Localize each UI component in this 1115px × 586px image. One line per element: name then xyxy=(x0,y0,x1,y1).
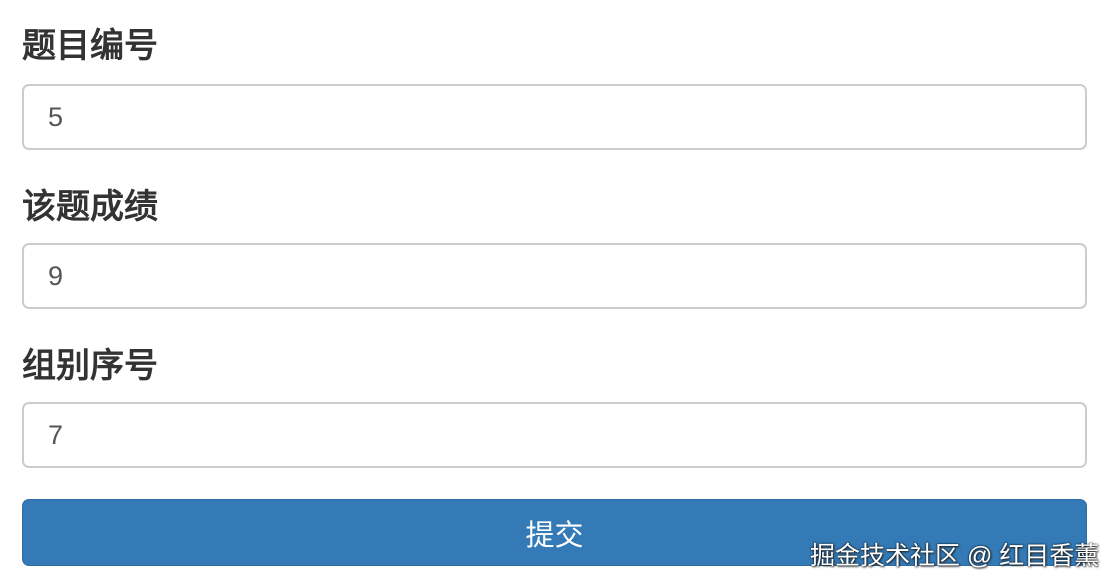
question-score-label: 该题成绩 xyxy=(22,188,158,226)
submit-button[interactable]: 提交 xyxy=(22,499,1087,566)
group-number-label: 组别序号 xyxy=(22,347,158,385)
question-score-input[interactable] xyxy=(22,243,1087,309)
question-number-input[interactable] xyxy=(22,84,1087,150)
group-number-input[interactable] xyxy=(22,402,1087,468)
question-number-label: 题目编号 xyxy=(22,27,158,65)
watermark: 掘金技术社区 @ 红目香薰 xyxy=(810,542,1100,570)
